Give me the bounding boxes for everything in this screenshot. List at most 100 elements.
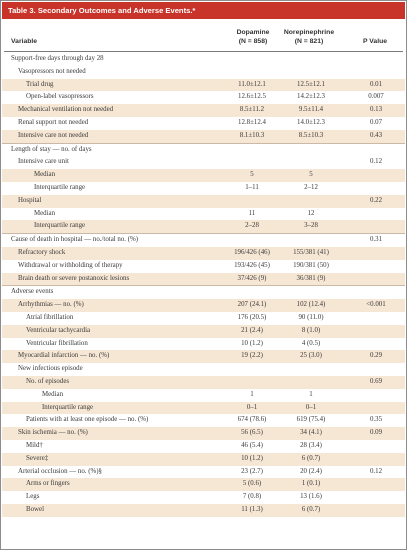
dopamine-value: 0–1 bbox=[246, 403, 258, 411]
p-value: 0.12 bbox=[369, 467, 383, 475]
table-row: Atrial fibrillation 176 (20.5) 90 (11.0) bbox=[2, 312, 405, 325]
dopamine-value: 12.6±12.5 bbox=[238, 93, 266, 101]
dopamine-value: 11 (1.3) bbox=[241, 505, 263, 513]
table-row: Support-free days through day 28 bbox=[2, 53, 405, 66]
dopamine-value: 11 bbox=[248, 209, 256, 217]
norepinephrine-value: 190/381 (50) bbox=[293, 261, 329, 269]
row-label: Arms or fingers bbox=[26, 480, 70, 488]
row-label: Intensive care not needed bbox=[18, 131, 89, 139]
p-value: 0.01 bbox=[369, 80, 383, 88]
p-value: <0.001 bbox=[366, 301, 386, 309]
p-value: 0.13 bbox=[369, 106, 383, 114]
norepinephrine-value: 34 (4.1) bbox=[300, 429, 322, 437]
norepinephrine-value: 14.0±12.3 bbox=[297, 118, 325, 126]
row-label: Hospital bbox=[18, 196, 42, 204]
table-row: Length of stay — no. of days bbox=[2, 142, 405, 157]
row-label: Patients with at least one episode — no.… bbox=[26, 416, 149, 424]
header-dopamine-n: (N = 858) bbox=[238, 38, 268, 45]
row-label: Mild† bbox=[26, 441, 43, 449]
norepinephrine-value: 1 (0.1) bbox=[301, 480, 321, 488]
row-label: Median bbox=[34, 171, 56, 179]
table-row: Skin ischemia — no. (%) 56 (6.5) 34 (4.1) 0… bbox=[2, 427, 405, 440]
p-value: 0.43 bbox=[369, 131, 383, 139]
table-row: No. of episodes 0.69 bbox=[2, 375, 405, 389]
dopamine-value: 37/426 (9) bbox=[237, 274, 267, 282]
dopamine-value: 1 bbox=[250, 390, 254, 398]
table-row: Open-label vasopressors 12.6±12.5 14.2±12.… bbox=[2, 91, 405, 104]
norepinephrine-value: 6 (0.7) bbox=[301, 454, 321, 462]
p-value: 0.35 bbox=[369, 416, 383, 424]
row-label: Trial drug bbox=[26, 80, 54, 88]
norepinephrine-value: 619 (75.4) bbox=[296, 416, 326, 424]
dopamine-value: 12.8±12.4 bbox=[238, 118, 266, 126]
row-label: Arrhythmias — no. (%) bbox=[18, 301, 84, 309]
header-dopamine: Dopamine (N = 858) bbox=[229, 28, 277, 46]
norepinephrine-value: 90 (11.0) bbox=[298, 313, 324, 321]
row-label: New infectious episode bbox=[18, 365, 83, 373]
header-divider bbox=[4, 51, 403, 52]
norepinephrine-value: 8.5±10.3 bbox=[298, 131, 324, 139]
row-label: Atrial fibrillation bbox=[26, 313, 74, 321]
p-value: 0.007 bbox=[368, 93, 384, 101]
table-row: Median 1 1 bbox=[2, 389, 405, 402]
row-label: Severe‡ bbox=[26, 454, 49, 462]
norepinephrine-value: 12.5±12.1 bbox=[297, 80, 325, 88]
p-value: 0.07 bbox=[369, 118, 383, 126]
header-dopamine-label: Dopamine bbox=[236, 29, 270, 36]
table-row: Intensive care unit 0.12 bbox=[2, 156, 405, 169]
norepinephrine-value: 13 (1.6) bbox=[300, 493, 322, 501]
dopamine-value: 1–11 bbox=[245, 183, 259, 191]
dopamine-value: 193/426 (45) bbox=[234, 261, 270, 269]
table-row: Mechanical ventilation not needed 8.5±11.… bbox=[2, 104, 405, 117]
row-label: Length of stay — no. of days bbox=[11, 145, 92, 153]
row-label: Median bbox=[34, 209, 56, 217]
dopamine-value: 19 (2.2) bbox=[241, 352, 263, 360]
p-value: 0.69 bbox=[369, 377, 383, 385]
row-label: Interquartile range bbox=[34, 183, 86, 191]
p-value: 0.22 bbox=[369, 196, 383, 204]
table-row: Interquartile range 2–28 3–28 bbox=[2, 220, 405, 234]
row-label: Intensive care unit bbox=[18, 158, 69, 166]
norepinephrine-value: 36/381 (9) bbox=[296, 274, 326, 282]
table-row: Mild† 46 (5.4) 28 (3.4) bbox=[2, 440, 405, 453]
table-row: Bowel 11 (1.3) 6 (0.7) bbox=[2, 503, 405, 517]
row-label: Interquartile range bbox=[34, 222, 86, 230]
p-value: 0.31 bbox=[369, 236, 383, 244]
norepinephrine-value: 12 bbox=[307, 209, 315, 217]
table-row: Interquartile range 0–1 0–1 bbox=[2, 401, 405, 415]
row-label: Myocardial infarction — no. (%) bbox=[18, 352, 110, 360]
table-row: Brain death or severe postanoxic lesions… bbox=[2, 272, 405, 286]
row-label: Brain death or severe postanoxic lesions bbox=[18, 274, 130, 282]
norepinephrine-value: 8 (1.0) bbox=[301, 326, 321, 334]
row-label: Skin ischemia — no. (%) bbox=[18, 429, 88, 437]
table-row: Ventricular tachycardia 21 (2.4) 8 (1.0) bbox=[2, 324, 405, 338]
norepinephrine-value: 3–28 bbox=[304, 222, 318, 230]
dopamine-value: 56 (6.5) bbox=[241, 429, 263, 437]
norepinephrine-value: 2–12 bbox=[304, 183, 318, 191]
dopamine-value: 23 (2.7) bbox=[241, 467, 263, 475]
dopamine-value: 7 (0.8) bbox=[242, 493, 262, 501]
row-label: Bowel bbox=[26, 505, 44, 513]
dopamine-value: 5 bbox=[250, 171, 254, 179]
p-value: 0.12 bbox=[369, 158, 383, 166]
row-label: Support-free days through day 28 bbox=[11, 55, 104, 62]
dopamine-value: 10 (1.2) bbox=[241, 454, 263, 462]
dopamine-value: 176 (20.5) bbox=[237, 313, 267, 321]
norepinephrine-value: 25 (3.0) bbox=[300, 352, 322, 360]
row-label: Mechanical ventilation not needed bbox=[18, 106, 114, 114]
table-row: Hospital 0.22 bbox=[2, 194, 405, 208]
table-row: Legs 7 (0.8) 13 (1.6) bbox=[2, 491, 405, 504]
row-label: Cause of death in hospital — no./total n… bbox=[11, 236, 139, 244]
table-row: Arms or fingers 5 (0.6) 1 (0.1) bbox=[2, 478, 405, 492]
dopamine-value: 11.0±12.1 bbox=[238, 80, 266, 88]
dopamine-value: 8.1±10.3 bbox=[239, 131, 265, 139]
table-row: New infectious episode bbox=[2, 363, 405, 376]
dopamine-value: 196/426 (46) bbox=[234, 248, 270, 256]
norepinephrine-value: 20 (2.4) bbox=[300, 467, 322, 475]
header-p-value: P Value bbox=[362, 38, 388, 45]
row-label: Vasopressors not needed bbox=[18, 67, 86, 75]
norepinephrine-value: 1 bbox=[309, 390, 313, 398]
table-row: Patients with at least one episode — no.… bbox=[2, 414, 405, 427]
table-row: Trial drug 11.0±12.1 12.5±12.1 0.01 bbox=[2, 78, 405, 92]
